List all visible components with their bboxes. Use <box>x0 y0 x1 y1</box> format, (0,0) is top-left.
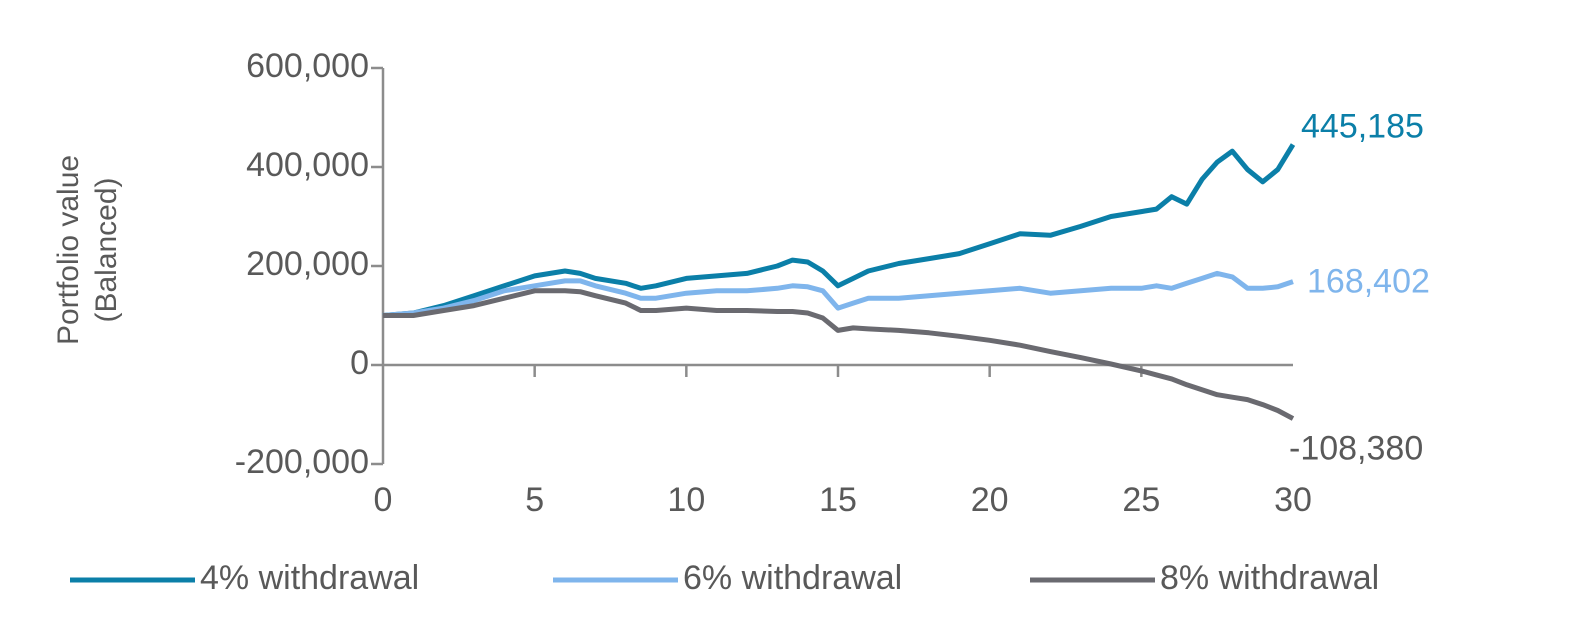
x-tick-label: 0 <box>374 481 393 519</box>
series-line <box>382 270 1294 318</box>
y-axis-title: Portfolio value (Balanced) <box>52 155 123 345</box>
y-tick-label: 400,000 <box>246 146 369 184</box>
series-line <box>382 143 1296 318</box>
y-axis-title-line: (Balanced) <box>90 177 123 322</box>
y-tick-label: 600,000 <box>246 47 369 85</box>
x-tick-label: 20 <box>971 481 1009 519</box>
x-tick-label: 15 <box>819 481 857 519</box>
x-tick-label: 25 <box>1122 481 1160 519</box>
legend-label: 8% withdrawal <box>1160 559 1379 597</box>
y-tick-label: 200,000 <box>246 245 369 283</box>
legend-label: 6% withdrawal <box>683 559 902 597</box>
end-value-label: -108,380 <box>1289 430 1423 468</box>
y-tick-label: 0 <box>350 344 369 382</box>
x-tick-label: 30 <box>1274 481 1312 519</box>
end-value-label: 445,185 <box>1301 108 1424 146</box>
x-tick-label: 5 <box>525 481 544 519</box>
series-line <box>383 288 1295 421</box>
y-axis-title-line: Portfolio value <box>52 155 85 345</box>
end-value-label: 168,402 <box>1307 263 1430 301</box>
legend-label: 4% withdrawal <box>200 559 419 597</box>
y-tick-label: -200,000 <box>235 443 369 481</box>
x-tick-label: 10 <box>667 481 705 519</box>
